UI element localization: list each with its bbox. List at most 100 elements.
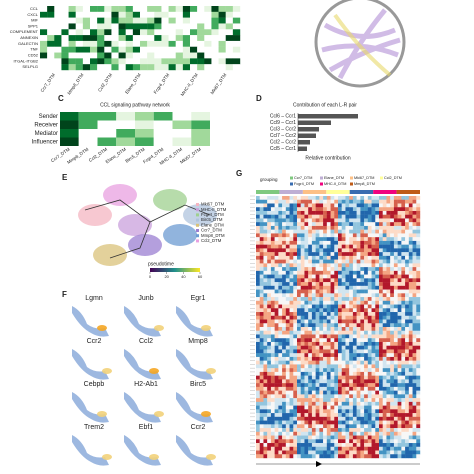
heatmap-cell <box>147 52 155 59</box>
heatmap-cell <box>297 416 301 421</box>
heatmap-cell <box>278 285 283 290</box>
heatmap-cell <box>330 240 335 245</box>
heatmap-cell <box>323 233 328 238</box>
heatmap-cell <box>40 23 48 30</box>
heatmap-cell <box>297 338 301 343</box>
heatmap-cell <box>408 300 413 305</box>
heatmap-cell <box>401 401 406 406</box>
heatmap-cell <box>364 210 369 215</box>
heatmap-cell <box>168 52 176 59</box>
heatmap-cell <box>256 390 260 395</box>
heatmap-cell <box>416 413 421 418</box>
heatmap-cell <box>338 270 342 275</box>
heatmap-cell <box>356 446 361 451</box>
heatmap-cell <box>405 237 410 242</box>
heatmap-cell <box>175 35 184 42</box>
heatmap-cell <box>349 218 354 223</box>
heatmap-cell <box>416 308 421 313</box>
heatmap-cell <box>68 11 76 18</box>
heatmap-cell <box>367 248 372 253</box>
heatmap-cell <box>274 401 279 406</box>
heatmap-cell <box>364 394 369 399</box>
heatmap-cell <box>364 356 369 361</box>
heatmap-cell <box>293 203 298 208</box>
heatmap-cell <box>132 29 141 36</box>
heatmap-cell <box>386 353 391 358</box>
heatmap-cell <box>282 199 287 204</box>
heatmap-cell <box>315 450 320 455</box>
heatmap-cell <box>285 237 290 242</box>
heatmap-cell <box>375 428 380 432</box>
heatmap-cell <box>326 330 331 335</box>
heatmap-cell <box>352 356 357 361</box>
heatmap-cell <box>297 263 301 268</box>
heatmap-cell <box>360 285 365 290</box>
heatmap-cell <box>360 334 365 339</box>
heatmap-cell <box>360 207 365 212</box>
heatmap-cell <box>326 338 331 343</box>
heatmap-cell <box>338 383 342 388</box>
heatmap-cell <box>323 416 328 421</box>
heatmap-cell <box>97 137 117 146</box>
heatmap-cell <box>360 401 365 406</box>
heatmap-cell <box>300 274 305 279</box>
heatmap-cell <box>168 17 176 24</box>
heatmap-cell <box>405 356 410 361</box>
heatmap-cell <box>367 353 372 358</box>
heatmap-cell <box>315 282 320 287</box>
heatmap-cell <box>416 435 421 440</box>
heatmap-cell <box>393 282 398 287</box>
heatmap-cell <box>285 383 290 388</box>
heatmap-cell <box>371 454 376 459</box>
heatmap-cell <box>68 35 76 42</box>
heatmap-cell <box>168 35 176 42</box>
heatmap-cell <box>334 315 339 320</box>
heatmap-cell <box>90 17 98 24</box>
heatmap-cell <box>323 341 328 346</box>
heatmap-cell <box>289 341 294 346</box>
heatmap-cell <box>364 386 369 391</box>
heatmap-cell <box>297 255 301 260</box>
heatmap-cell <box>289 263 294 268</box>
heatmap-cell <box>47 46 55 53</box>
heatmap-cell <box>334 319 339 324</box>
heatmap-cell <box>304 207 309 212</box>
heatmap-cell <box>278 356 283 361</box>
heatmap-cell <box>97 40 105 47</box>
heatmap-cell <box>289 431 294 436</box>
heatmap-cell <box>393 454 398 459</box>
heatmap-cell <box>371 443 376 447</box>
heatmap-cell <box>352 263 357 268</box>
heatmap-cell <box>293 364 298 369</box>
heatmap-cell <box>364 274 369 279</box>
expression-spot <box>206 368 216 374</box>
heatmap-cell <box>289 203 294 208</box>
heatmap-cell <box>263 297 268 301</box>
heatmap-cell <box>326 435 331 440</box>
heatmap-cell <box>278 443 283 447</box>
heatmap-cell <box>315 267 320 272</box>
heatmap-cell <box>352 446 357 451</box>
heatmap-cell <box>297 420 301 425</box>
heatmap-cell <box>352 323 357 328</box>
heatmap-cell <box>326 379 331 384</box>
heatmap-cell <box>375 203 380 208</box>
heatmap-cell <box>338 420 342 425</box>
heatmap-cell <box>375 282 380 287</box>
legend-swatch <box>320 182 323 186</box>
heatmap-cell <box>338 349 342 354</box>
heatmap-cell <box>97 35 105 42</box>
heatmap-cell <box>349 409 354 414</box>
heatmap-cell <box>330 267 335 272</box>
heatmap-cell <box>341 196 346 200</box>
heatmap-cell <box>259 278 264 283</box>
heatmap-cell <box>293 274 298 279</box>
heatmap-cell <box>341 203 346 208</box>
heatmap-cell <box>356 214 361 219</box>
heatmap-cell <box>111 6 119 13</box>
heatmap-cell <box>330 214 335 219</box>
heatmap-cell <box>278 416 283 421</box>
heatmap-cell <box>285 413 290 418</box>
heatmap-cell <box>360 424 365 429</box>
bar <box>298 146 307 151</box>
